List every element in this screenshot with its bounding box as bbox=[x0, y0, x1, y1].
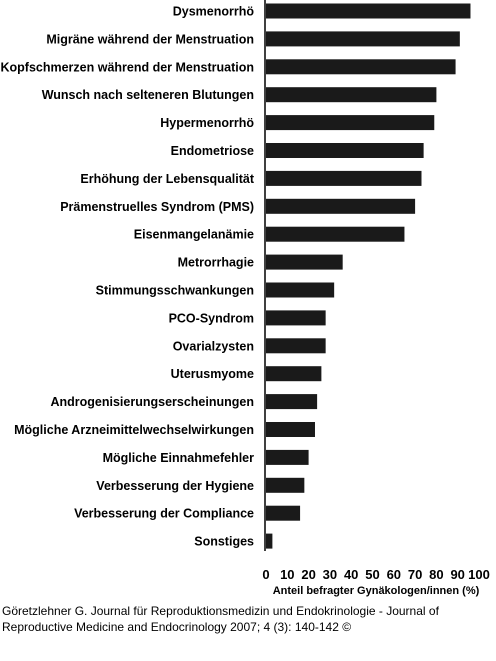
category-label: Ovarialzysten bbox=[173, 339, 254, 353]
bar bbox=[266, 505, 301, 521]
category-label: Kopfschmerzen während der Menstruation bbox=[0, 60, 254, 74]
category-label: Dysmenorrhö bbox=[173, 5, 255, 19]
source-citation: Göretzlehner G. Journal für Reproduktion… bbox=[2, 604, 439, 634]
bar bbox=[266, 449, 309, 465]
bar bbox=[266, 338, 326, 354]
x-tick-label: 20 bbox=[301, 567, 315, 582]
bar bbox=[266, 282, 335, 298]
bar bbox=[266, 226, 405, 242]
x-tick-label: 70 bbox=[408, 567, 422, 582]
category-labels: Dysmenorrhö Migräne während der Menstruat… bbox=[0, 5, 254, 549]
category-label: Verbesserung der Hygiene bbox=[96, 479, 254, 493]
category-label: Sonstiges bbox=[194, 535, 254, 549]
category-label: Metrorrhagie bbox=[178, 256, 254, 270]
bar bbox=[266, 422, 315, 437]
x-tick-label: 40 bbox=[344, 567, 358, 582]
bar bbox=[266, 3, 471, 19]
category-label: Stimmungsschwankungen bbox=[96, 284, 254, 298]
x-tick-label: 80 bbox=[429, 567, 443, 582]
x-tick-label: 60 bbox=[387, 567, 401, 582]
bar bbox=[266, 394, 318, 410]
bar bbox=[266, 87, 437, 103]
horizontal-bar-chart: Dysmenorrhö Migräne während der Menstruat… bbox=[0, 0, 490, 597]
category-label: Mögliche Arzneimittelwechselwirkungen bbox=[14, 423, 254, 437]
category-label: Androgenisierungserscheinungen bbox=[50, 395, 254, 409]
x-tick-label: 50 bbox=[365, 567, 379, 582]
category-label: Hypermenorrhö bbox=[160, 116, 254, 130]
bar bbox=[266, 198, 416, 214]
category-label: Migräne während der Menstruation bbox=[46, 32, 254, 46]
x-tick-label: 10 bbox=[280, 567, 294, 582]
bar bbox=[266, 366, 322, 382]
bar bbox=[266, 59, 456, 75]
category-label: Eisenmangelanämie bbox=[134, 228, 254, 242]
category-label: Endometriose bbox=[171, 144, 254, 158]
bar bbox=[266, 533, 273, 549]
x-axis-ticks: 0 10 20 30 40 50 60 70 80 90 100 bbox=[262, 567, 489, 582]
bar bbox=[266, 310, 326, 326]
bar bbox=[266, 115, 435, 131]
x-tick-label: 0 bbox=[262, 567, 269, 582]
category-label: Wunsch nach selteneren Blutungen bbox=[42, 88, 254, 102]
bar bbox=[266, 143, 424, 158]
category-label: Uterusmyome bbox=[171, 367, 254, 381]
bar bbox=[266, 254, 343, 270]
bar bbox=[266, 477, 305, 493]
x-tick-label: 30 bbox=[323, 567, 337, 582]
x-axis-title: Anteil befragter Gynäkologen/innen (%) bbox=[273, 585, 480, 597]
category-label: PCO-Syndrom bbox=[169, 311, 254, 325]
category-label: Prämenstruelles Syndrom (PMS) bbox=[60, 200, 254, 214]
x-tick-label: 100 bbox=[468, 567, 490, 582]
category-label: Verbesserung der Compliance bbox=[74, 507, 254, 521]
x-tick-label: 90 bbox=[450, 567, 464, 582]
bars bbox=[266, 3, 471, 549]
bar bbox=[266, 31, 460, 47]
bar bbox=[266, 170, 422, 186]
category-label: Erhöhung der Lebensqualität bbox=[80, 172, 254, 186]
category-label: Mögliche Einnahmefehler bbox=[103, 451, 255, 465]
